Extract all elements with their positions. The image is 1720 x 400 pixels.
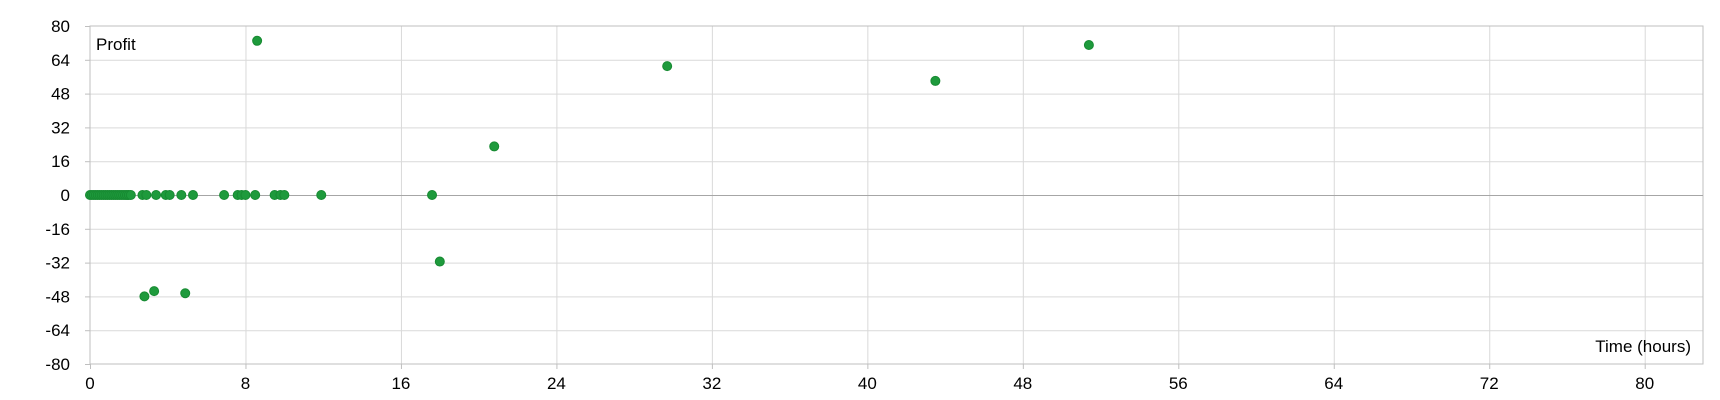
data-point bbox=[139, 291, 150, 302]
x-tick-label: 40 bbox=[858, 374, 877, 393]
y-tick-label: -64 bbox=[45, 321, 70, 340]
y-tick-label: -80 bbox=[45, 355, 70, 374]
data-point bbox=[151, 190, 162, 200]
data-point bbox=[489, 141, 500, 152]
axes-layer bbox=[85, 25, 1704, 369]
data-point bbox=[1083, 40, 1094, 51]
x-tick-label: 64 bbox=[1324, 374, 1343, 393]
data-point bbox=[316, 190, 327, 200]
data-point bbox=[240, 190, 251, 200]
x-tick-label: 8 bbox=[241, 374, 250, 393]
data-point bbox=[141, 190, 152, 200]
y-axis-title: Profit bbox=[96, 35, 136, 54]
y-tick-label: 0 bbox=[61, 186, 70, 205]
x-axis-title: Time (hours) bbox=[1595, 337, 1691, 356]
data-point bbox=[250, 190, 261, 200]
data-point bbox=[164, 190, 175, 200]
y-tick-label: -32 bbox=[45, 254, 70, 273]
data-point bbox=[187, 190, 198, 200]
data-point bbox=[219, 190, 230, 200]
x-tick-label: 16 bbox=[391, 374, 410, 393]
y-tick-label: -16 bbox=[45, 220, 70, 239]
y-tick-label: 32 bbox=[51, 118, 70, 137]
y-tick-label: -48 bbox=[45, 287, 70, 306]
data-point bbox=[930, 75, 941, 86]
data-point bbox=[662, 61, 673, 72]
data-point bbox=[427, 190, 438, 200]
data-point bbox=[279, 190, 290, 200]
data-point bbox=[434, 256, 445, 267]
x-tick-label: 32 bbox=[702, 374, 721, 393]
x-tick-label: 24 bbox=[547, 374, 566, 393]
data-point bbox=[176, 190, 187, 200]
data-points bbox=[85, 35, 1094, 302]
data-point bbox=[149, 286, 160, 297]
x-tick-label: 56 bbox=[1169, 374, 1188, 393]
x-tick-label: 80 bbox=[1635, 374, 1654, 393]
y-tick-label: 16 bbox=[51, 152, 70, 171]
y-tick-label: 80 bbox=[51, 17, 70, 36]
y-tick-label: 48 bbox=[51, 85, 70, 104]
data-point bbox=[180, 288, 191, 299]
data-point bbox=[125, 190, 136, 200]
data-point bbox=[252, 35, 263, 46]
x-tick-label: 0 bbox=[85, 374, 94, 393]
tick-labels: 80 64 48 32 16 0 -16 -32 -48 -64 -80 0 8 16 24 32 40 48 56… bbox=[45, 17, 1654, 393]
x-tick-label: 48 bbox=[1013, 374, 1032, 393]
x-tick-label: 72 bbox=[1480, 374, 1499, 393]
y-tick-label: 64 bbox=[51, 51, 70, 70]
